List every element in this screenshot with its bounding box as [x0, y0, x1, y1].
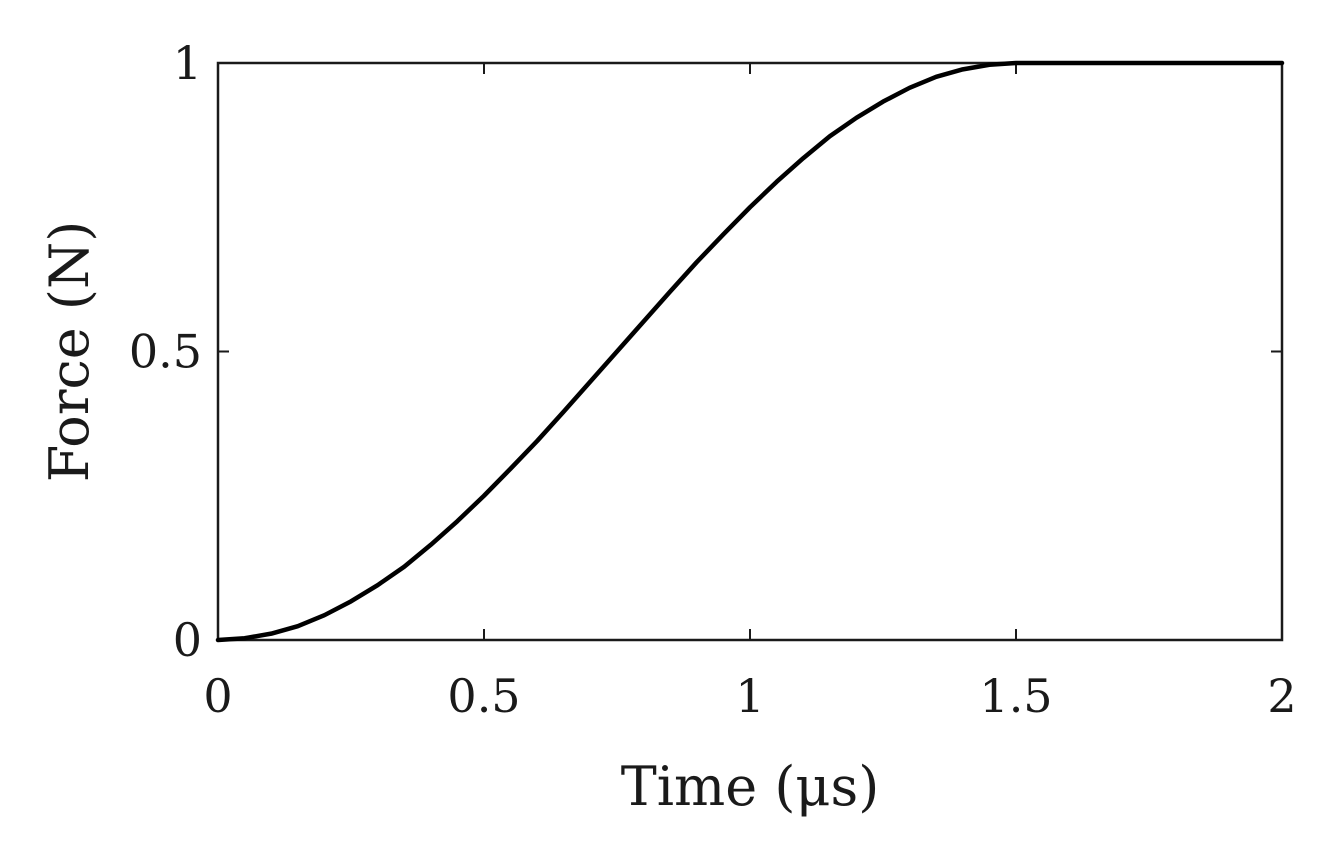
plot-area	[216, 61, 1284, 642]
x-axis-label: Time (μs)	[621, 755, 880, 818]
data-series	[215, 60, 1285, 643]
plot-frame	[216, 61, 1284, 642]
x-tick-label: 0.5	[447, 669, 520, 723]
x-tick-label: 2	[1267, 669, 1296, 723]
tick-labels: 0 0.5 1 1.5 2 0 0.5 1	[129, 36, 1297, 723]
y-tick-label: 0.5	[129, 325, 202, 379]
y-axis-label: Force (N)	[38, 221, 101, 483]
x-tick-label: 0	[203, 669, 232, 723]
y-tick-label: 1	[173, 36, 202, 90]
force-curve-line	[215, 60, 1285, 643]
x-tick-label: 1.5	[979, 669, 1052, 723]
y-tick-label: 0	[173, 613, 202, 667]
axis-ticks	[217, 62, 1283, 641]
x-tick-label: 1	[735, 669, 764, 723]
